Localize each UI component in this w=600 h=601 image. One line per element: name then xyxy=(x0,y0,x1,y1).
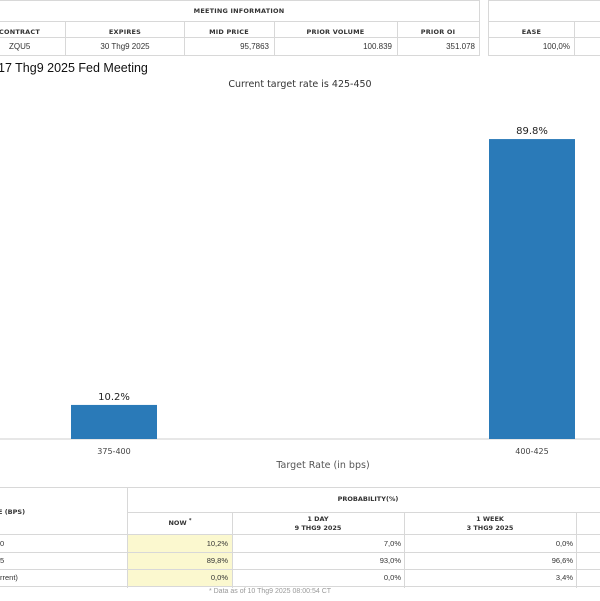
bar-375-400 xyxy=(71,404,157,439)
x-axis-title: Target Rate (in bps) xyxy=(275,460,369,471)
probability-table: E (BPS) PROBABILITY(%) NOW * 1 DAY 9 THG… xyxy=(0,487,600,601)
row-2-now: 89,8% xyxy=(206,556,228,565)
col-expires: EXPIRES xyxy=(108,28,142,36)
row-1-now: 10,2% xyxy=(206,539,228,548)
row-3-week: 3,4% xyxy=(555,573,573,582)
row-2-day: 93,0% xyxy=(379,556,401,565)
chart-subtitle: Current target rate is 425-450 xyxy=(228,79,372,90)
probability-header: PROBABILITY(%) xyxy=(337,495,399,503)
data-timestamp-footnote: * Data as of 10 Thg9 2025 08:00:54 CT xyxy=(208,588,332,595)
col-now: NOW * xyxy=(168,518,192,528)
now-footnote-mark: * xyxy=(188,518,192,524)
row-label-2: 5 xyxy=(0,556,5,565)
bar-400-425 xyxy=(489,139,575,439)
col-ease: EASE xyxy=(521,28,542,36)
page-title: 17 Thg9 2025 Fed Meeting xyxy=(0,61,148,75)
col-1-week: 1 WEEK 3 THG9 2025 xyxy=(466,515,514,532)
bar-value-label-400-425: 89.8% xyxy=(516,126,548,137)
cell-mid-price: 95,7863 xyxy=(240,42,269,51)
row-3-now: 0,0% xyxy=(210,573,228,582)
row-1-week: 0,0% xyxy=(555,539,573,548)
cell-prior-oi: 351.078 xyxy=(446,42,475,51)
col-prior-volume: PRIOR VOLUME xyxy=(306,28,365,36)
cell-expires: 30 Thg9 2025 xyxy=(100,42,150,51)
col-mid-price: MID PRICE xyxy=(209,28,249,36)
cell-contract: ZQU5 xyxy=(9,42,31,51)
col-prior-oi: PRIOR OI xyxy=(420,28,456,36)
row-label-3: rrent) xyxy=(0,573,18,582)
side-panel: EASE 100,0% xyxy=(488,0,600,56)
row-1-day: 7,0% xyxy=(383,539,401,548)
col-contract: CONTRACT xyxy=(0,28,41,36)
row-label-1: 0 xyxy=(0,539,5,548)
meeting-info-panel: MEETING INFORMATION CONTRACT EXPIRES MID… xyxy=(0,0,480,56)
x-tick-label-400-425: 400-425 xyxy=(515,447,548,456)
bar-value-label-375-400: 10.2% xyxy=(98,392,130,403)
target-rate-header: E (BPS) xyxy=(0,508,26,516)
x-tick-label-375-400: 375-400 xyxy=(97,447,130,456)
row-2-week: 96,6% xyxy=(551,556,573,565)
cell-ease: 100,0% xyxy=(542,42,570,51)
col-1-day: 1 DAY 9 THG9 2025 xyxy=(294,515,342,532)
probability-bar-chart: 10.2% 375-400 89.8% 400-425 Target Rate (in… xyxy=(0,126,600,471)
cell-prior-volume: 100.839 xyxy=(363,42,392,51)
meeting-info-header: MEETING INFORMATION xyxy=(193,7,285,15)
row-3-day: 0,0% xyxy=(383,573,401,582)
